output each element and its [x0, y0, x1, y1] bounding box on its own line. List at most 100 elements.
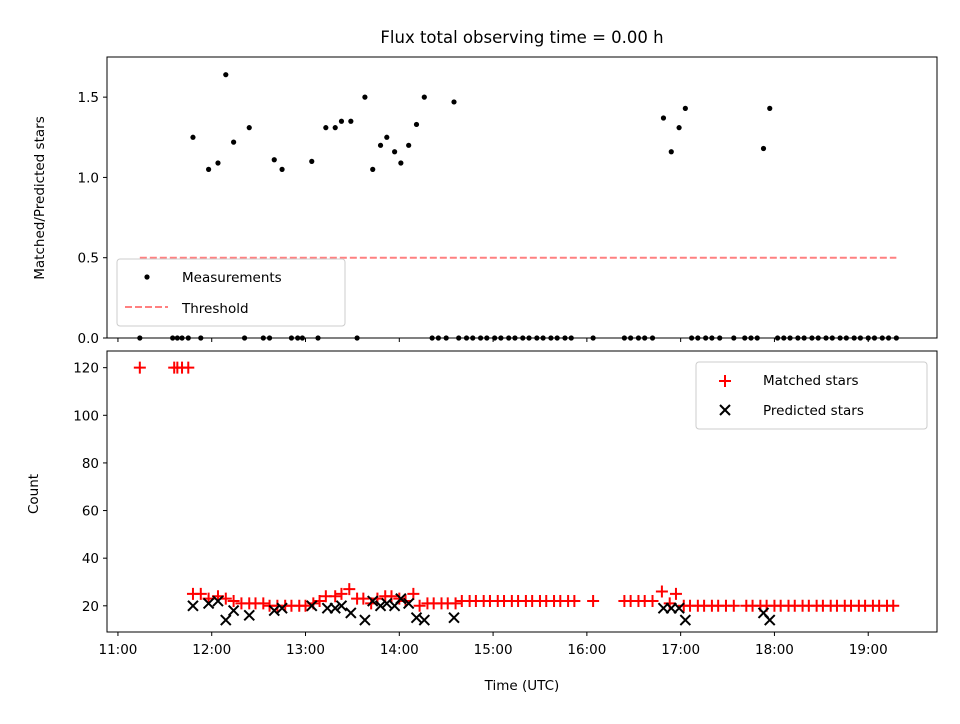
legend-predicted-marker	[719, 404, 731, 416]
predicted-star-point	[268, 604, 280, 617]
legend-matched-marker	[719, 375, 731, 387]
measurement-point	[421, 94, 427, 100]
measurement-point	[309, 158, 315, 164]
matched-star-point	[568, 595, 581, 608]
measurement-point	[279, 166, 285, 172]
predicted-star-point	[448, 612, 460, 624]
matched-star-point	[385, 590, 398, 603]
matched-star-point	[887, 599, 900, 612]
predicted-star-point	[243, 609, 255, 622]
top-y-tick-label: 1.5	[78, 90, 99, 106]
legend-threshold-label: Threshold	[181, 301, 249, 317]
predicted-star-point	[381, 597, 393, 610]
predicted-star-point	[227, 604, 240, 617]
x-axis-label: Time (UTC)	[484, 678, 560, 694]
matched-star-point	[413, 599, 426, 612]
measurement-point	[668, 149, 674, 155]
predicted-star-point	[220, 614, 232, 626]
top-plot: 0.0 0.5 1.0 1.5	[78, 72, 899, 347]
matched-star-point	[219, 592, 232, 605]
top-y-tick-label: 1.0	[78, 170, 99, 186]
bottom-legend: Matched stars Predicted stars	[695, 361, 928, 430]
measurement-point	[760, 145, 767, 152]
matched-star-point	[393, 592, 406, 605]
measurement-point	[767, 105, 773, 111]
legend-measurements-label: Measurements	[182, 270, 282, 286]
measurement-point	[370, 166, 376, 172]
x-tick-label: 17:00	[661, 642, 700, 658]
matched-star-point	[299, 599, 312, 612]
measurement-point	[231, 139, 237, 145]
measurement-point	[338, 118, 345, 124]
top-y-tick-label: 0.5	[78, 251, 99, 267]
measurement-point	[246, 125, 252, 131]
matched-star-point	[335, 587, 348, 600]
measurement-point	[215, 160, 221, 166]
measurement-point	[206, 166, 212, 172]
matched-star-point	[257, 597, 270, 610]
bottom-y-tick-label: 120	[73, 361, 99, 377]
measurement-point	[676, 125, 682, 131]
x-tick-label: 11:00	[98, 642, 137, 658]
measurement-point	[190, 134, 196, 140]
matched-star-point	[646, 595, 659, 608]
x-tick-label: 14:00	[380, 642, 419, 658]
bottom-y-tick-label: 20	[82, 599, 99, 615]
measurement-point	[451, 99, 457, 105]
matched-star-point	[227, 595, 240, 608]
predicted-star-point	[187, 600, 199, 612]
matched-star-point	[329, 590, 342, 603]
top-y-axis-label: Matched/Predicted stars	[32, 116, 48, 279]
measurement-point	[332, 125, 338, 131]
measurement-point	[323, 125, 329, 131]
matched-star-point	[449, 597, 462, 610]
predicted-star-point	[335, 600, 348, 612]
measurement-point	[384, 134, 390, 140]
legend-predicted-label: Predicted stars	[763, 403, 864, 419]
x-tick-label: 13:00	[286, 642, 325, 658]
matched-star-point	[655, 585, 668, 598]
matched-star-point	[357, 592, 370, 605]
predicted-star-point	[345, 607, 357, 619]
bottom-y-tick-label: 100	[73, 408, 99, 424]
matched-star-point	[669, 587, 682, 600]
x-tick-label: 16:00	[567, 642, 606, 658]
predicted-star-point	[276, 602, 288, 614]
bottom-plot-frame	[106, 350, 938, 633]
predicted-star-point	[306, 600, 318, 612]
predicted-star-point	[395, 592, 407, 605]
bottom-y-axis-label: Count	[26, 474, 42, 514]
measurement-point	[682, 105, 688, 111]
predicted-star-point	[212, 595, 224, 607]
predicted-star-point	[329, 602, 341, 614]
predicted-star-point	[359, 614, 371, 626]
measurement-point	[406, 142, 412, 148]
bottom-y-tick-label: 80	[82, 456, 99, 472]
matched-star-point	[133, 361, 146, 374]
x-tick-label: 15:00	[474, 642, 513, 658]
bottom-legend-box	[695, 361, 928, 430]
matched-star-point	[343, 583, 356, 596]
top-legend-box	[116, 258, 346, 327]
measurement-point	[377, 142, 384, 148]
matched-star-point	[587, 595, 600, 608]
predicted-star-point	[418, 614, 431, 626]
predicted-star-point	[679, 614, 692, 626]
legend-measurements-marker	[144, 274, 150, 280]
bottom-y-tick-label: 40	[82, 551, 99, 567]
predicted-star-point	[673, 602, 685, 614]
measurement-point	[348, 118, 354, 124]
measurement-point	[398, 160, 404, 166]
measurement-point	[362, 94, 368, 100]
measurement-point	[223, 72, 229, 78]
top-y-tick-label: 0.0	[78, 331, 99, 347]
predicted-star-point	[367, 595, 379, 607]
top-legend: Measurements Threshold	[116, 258, 346, 327]
legend-matched-label: Matched stars	[763, 373, 859, 389]
predicted-star-point	[374, 600, 387, 612]
bottom-plot: 20 40 60 80 100 120 11:00 12:00 13:00 14:00 15:00 1…	[73, 361, 900, 658]
predicted-star-point	[410, 612, 423, 624]
x-tick-label: 12:00	[192, 642, 231, 658]
